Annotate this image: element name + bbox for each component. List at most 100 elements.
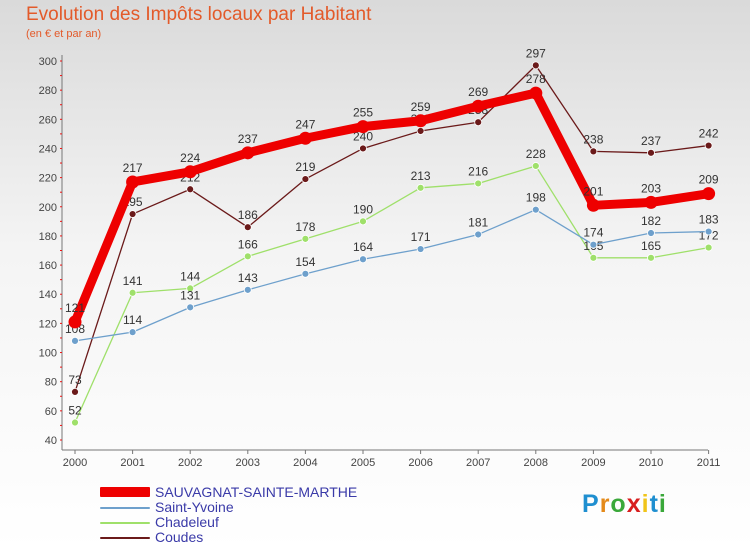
data-label-sauvagnat-sainte-marthe: 237: [238, 132, 258, 146]
proxiti-logo: Proxiti: [582, 490, 667, 519]
data-label-chadeleuf: 144: [180, 269, 200, 283]
data-label-saint-yvoine: 181: [468, 215, 488, 229]
data-label-coudes: 238: [583, 132, 603, 146]
y-tick-label: 80: [45, 377, 57, 389]
x-tick-label: 2006: [408, 457, 432, 469]
y-tick-label: 100: [39, 348, 57, 360]
data-point-sauvagnat-sainte-marthe: [471, 99, 485, 113]
data-point-sauvagnat-sainte-marthe: [586, 198, 600, 212]
x-tick-label: 2007: [466, 457, 490, 469]
chart-title: Evolution des Impôts locaux par Habitant: [26, 4, 372, 25]
data-label-coudes: 219: [295, 160, 315, 174]
data-point-coudes: [128, 210, 137, 218]
x-tick-label: 2001: [120, 457, 144, 469]
data-point-chadeleuf: [704, 243, 713, 252]
data-point-coudes: [647, 148, 655, 157]
data-point-coudes: [243, 223, 252, 232]
data-label-sauvagnat-sainte-marthe: 121: [65, 301, 85, 315]
data-label-chadeleuf: 178: [295, 220, 315, 234]
data-point-chadeleuf: [647, 253, 655, 262]
data-label-saint-yvoine: 114: [123, 313, 142, 327]
data-label-saint-yvoine: 143: [238, 271, 258, 285]
data-point-chadeleuf: [186, 284, 195, 293]
data-label-sauvagnat-sainte-marthe: 247: [295, 117, 315, 131]
legend: SAUVAGNAT-SAINTE-MARTHE Saint-Yvoine Cha…: [100, 485, 420, 545]
y-tick-label: 280: [39, 85, 57, 97]
y-tick-label: 260: [39, 114, 57, 126]
data-label-coudes: 242: [699, 127, 719, 141]
x-tick-label: 2009: [581, 457, 605, 469]
legend-swatch-sauvagnat: [100, 487, 150, 497]
data-point-chadeleuf: [474, 179, 483, 188]
data-point-coudes: [704, 141, 713, 150]
legend-label-sauvagnat: SAUVAGNAT-SAINTE-MARTHE: [155, 484, 358, 500]
data-label-saint-yvoine: 174: [583, 226, 603, 240]
y-tick-label: 300: [39, 56, 57, 68]
y-tick-label: 160: [39, 260, 57, 272]
data-point-sauvagnat-sainte-marthe: [298, 131, 312, 145]
data-point-chadeleuf: [243, 252, 252, 261]
data-label-saint-yvoine: 164: [353, 240, 373, 254]
data-label-sauvagnat-sainte-marthe: 269: [468, 85, 488, 99]
data-label-chadeleuf: 228: [526, 147, 546, 161]
data-label-chadeleuf: 52: [68, 404, 82, 418]
legend-swatch-saint-yvoine: [100, 507, 150, 509]
data-point-coudes: [416, 127, 425, 135]
data-point-coudes: [589, 147, 598, 156]
data-point-saint-yvoine: [128, 328, 137, 337]
data-point-chadeleuf: [416, 183, 425, 192]
series-line-sauvagnat-sainte-marthe: [70, 88, 714, 327]
data-point-sauvagnat-sainte-marthe: [414, 114, 428, 128]
y-tick-label: 120: [39, 318, 57, 330]
logo-letter: r: [599, 490, 611, 518]
data-point-sauvagnat-sainte-marthe: [241, 146, 255, 160]
x-tick-label: 2000: [63, 457, 87, 469]
legend-item-coudes: Coudes: [100, 530, 420, 545]
chart-subtitle: (en € et par an): [26, 28, 102, 40]
data-point-coudes: [71, 387, 79, 396]
data-label-coudes: 73: [68, 373, 82, 387]
data-label-sauvagnat-sainte-marthe: 278: [526, 72, 546, 86]
data-label-chadeleuf: 141: [123, 274, 143, 288]
data-label-coudes: 297: [526, 46, 546, 60]
data-label-chadeleuf: 190: [353, 202, 373, 216]
data-label-sauvagnat-sainte-marthe: 217: [123, 161, 143, 175]
x-tick-label: 2005: [351, 457, 375, 469]
data-label-sauvagnat-sainte-marthe: 203: [641, 181, 661, 195]
x-tick-label: 2011: [697, 457, 721, 469]
x-tick-label: 2010: [639, 457, 663, 469]
data-point-saint-yvoine: [243, 285, 252, 294]
y-tick-label: 240: [39, 143, 57, 155]
legend-item-chadeleuf: Chadeleuf: [100, 515, 420, 530]
data-point-chadeleuf: [589, 253, 598, 262]
data-point-chadeleuf: [128, 288, 137, 297]
data-label-saint-yvoine: 154: [295, 255, 315, 269]
data-label-sauvagnat-sainte-marthe: 224: [180, 151, 200, 165]
logo-letter: t: [649, 490, 659, 518]
data-point-chadeleuf: [71, 418, 79, 427]
data-point-saint-yvoine: [186, 303, 195, 312]
data-point-coudes: [301, 175, 310, 183]
data-label-sauvagnat-sainte-marthe: 255: [353, 106, 373, 120]
x-tick-label: 2002: [178, 457, 202, 469]
data-label-saint-yvoine: 183: [699, 213, 719, 227]
data-point-coudes: [531, 61, 540, 70]
data-point-saint-yvoine: [416, 245, 425, 253]
data-label-saint-yvoine: 198: [526, 191, 546, 205]
x-tick-label: 2003: [236, 457, 260, 469]
y-tick-label: 140: [39, 289, 57, 301]
data-point-saint-yvoine: [647, 229, 655, 237]
data-point-saint-yvoine: [589, 240, 598, 249]
logo-letter: o: [610, 490, 627, 518]
series-line-chadeleuf: [74, 165, 710, 424]
data-point-sauvagnat-sainte-marthe: [126, 175, 140, 189]
logo-letter: i: [641, 490, 650, 518]
data-label-sauvagnat-sainte-marthe: 259: [411, 100, 431, 114]
data-label-saint-yvoine: 182: [641, 214, 661, 228]
data-point-coudes: [186, 185, 195, 194]
y-tick-label: 220: [39, 173, 57, 185]
data-point-chadeleuf: [531, 162, 540, 170]
legend-item-saint-yvoine: Saint-Yvoine: [100, 500, 420, 515]
legend-swatch-chadeleuf: [100, 522, 150, 524]
